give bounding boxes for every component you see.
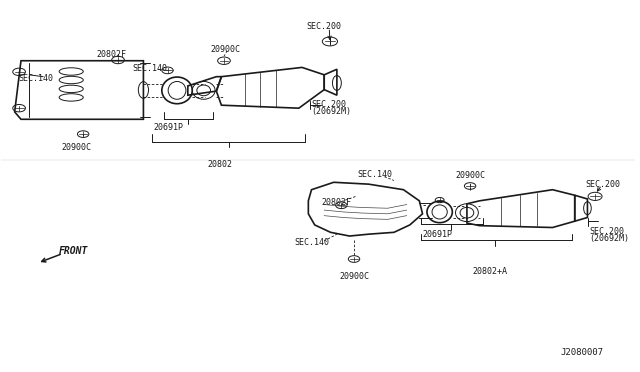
Text: 20900C: 20900C — [339, 272, 369, 281]
Text: SEC.140: SEC.140 — [294, 238, 329, 247]
Text: 20802F: 20802F — [322, 198, 352, 207]
Text: 20691P: 20691P — [154, 123, 184, 132]
Text: FRONT: FRONT — [59, 246, 88, 256]
Text: SEC.200: SEC.200 — [586, 180, 621, 189]
Text: SEC.140: SEC.140 — [132, 64, 167, 73]
Text: 20802F: 20802F — [97, 50, 127, 59]
Text: SEC.140: SEC.140 — [18, 74, 53, 83]
Text: J2080007: J2080007 — [560, 348, 604, 357]
Text: 20802+A: 20802+A — [473, 267, 508, 276]
Text: SEC.200: SEC.200 — [312, 100, 346, 109]
Text: SEC.200: SEC.200 — [589, 227, 625, 236]
Text: 20900C: 20900C — [455, 171, 485, 180]
Text: (20692M): (20692M) — [589, 234, 629, 243]
Text: 20900C: 20900C — [211, 45, 241, 54]
Text: SEC.140: SEC.140 — [358, 170, 392, 179]
Text: 20691P: 20691P — [422, 230, 452, 240]
Text: 20900C: 20900C — [62, 142, 92, 151]
Text: (20692M): (20692M) — [312, 108, 351, 116]
Text: SEC.200: SEC.200 — [307, 22, 342, 31]
Text: 20802: 20802 — [207, 160, 232, 169]
